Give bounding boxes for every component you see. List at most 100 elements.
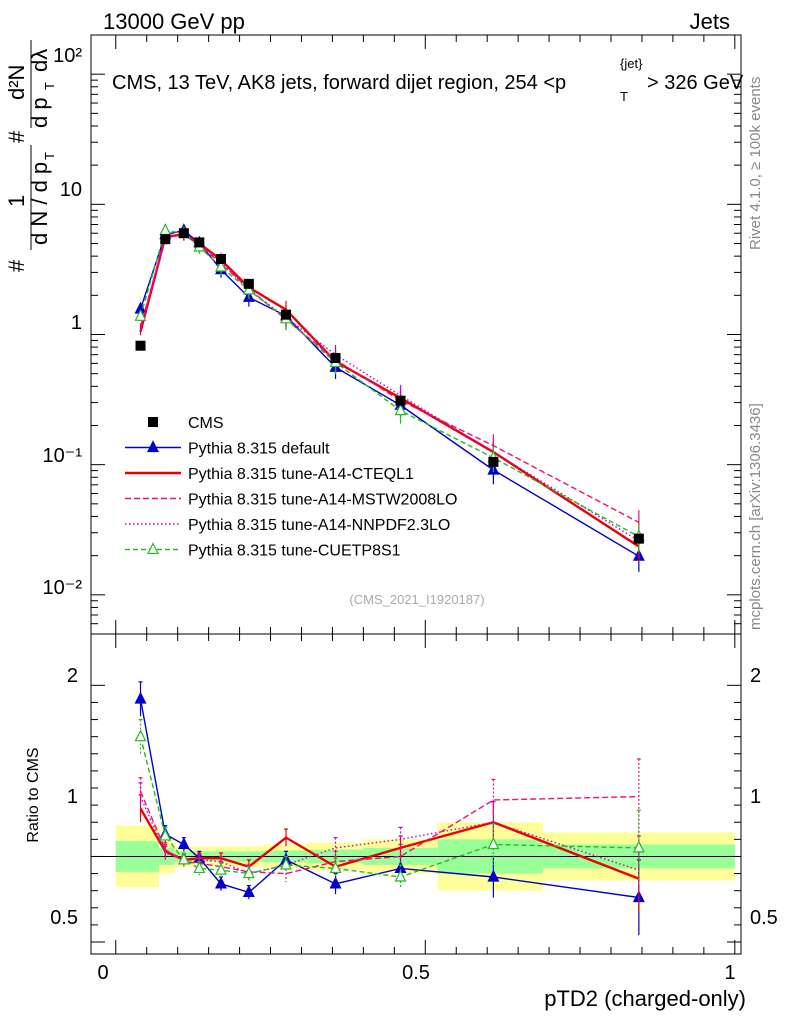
ylabel-sub-t1: T	[42, 152, 57, 160]
plot-title-main: CMS, 13 TeV, AK8 jets, forward dijet reg…	[112, 72, 566, 94]
top-series-line-3	[139, 233, 640, 542]
ylabel-one: 1	[4, 195, 29, 207]
ratio-y-tick-labels: 0.5 1 2 0.5 1 2	[50, 665, 778, 929]
ylabel-sub-t2: T	[42, 82, 57, 90]
top-series-marker-4	[394, 403, 407, 416]
top-series-marker-4	[134, 308, 147, 321]
ytick-label-1: 1	[71, 312, 82, 334]
data-point-cms	[395, 395, 406, 406]
legend-entry-4: Pythia 8.315 tune-A14-NNPDF2.3LO	[125, 517, 450, 534]
rtick-label-1: 1	[67, 786, 78, 808]
top-data-points	[135, 228, 644, 544]
ratio-series-marker-4	[242, 866, 255, 879]
data-point-cms	[633, 533, 644, 544]
ratio-series-0	[134, 681, 645, 936]
legend-label-3: Pythia 8.315 tune-A14-MSTW2008LO	[188, 492, 457, 509]
legend-label-4: Pythia 8.315 tune-A14-NNPDF2.3LO	[188, 517, 450, 534]
x-tick-labels: 0 0.5 1	[97, 962, 735, 984]
data-point-cms	[216, 254, 226, 265]
ytick-label-1e-1: 10⁻¹	[43, 445, 83, 467]
rtick-label-right-2: 2	[750, 665, 761, 687]
xtick-label-1: 1	[724, 962, 735, 984]
rtick-label-0-5: 0.5	[50, 907, 78, 929]
top-series-marker-4	[242, 282, 255, 295]
ratio-series-marker-0	[487, 869, 500, 882]
top-y-tick-labels: 10⁻² 10⁻¹ 1 10 10²	[43, 45, 83, 599]
ratio-series-marker-4	[280, 857, 292, 870]
legend-marker-1	[147, 440, 159, 453]
header-left: 13000 GeV pp	[103, 9, 245, 34]
legend-label-0: CMS	[188, 415, 224, 432]
ylabel-dp: d p	[27, 97, 52, 128]
ratio-series-marker-4	[159, 828, 172, 841]
top-series-marker-4	[215, 259, 227, 272]
data-point-cms	[160, 234, 171, 245]
ratio-series-marker-0	[329, 876, 342, 889]
legend-entry-0: CMS	[148, 415, 224, 432]
legend-entry-3: Pythia 8.315 tune-A14-MSTW2008LO	[125, 492, 457, 509]
top-panel-series	[134, 223, 645, 572]
data-point-cms	[243, 278, 254, 289]
header-right: Jets	[690, 9, 730, 34]
top-ylabel: # 1 d N / d p T # d p T dλ d²N	[4, 40, 57, 272]
rivet-label: Rivet 4.1.0, ≥ 100k events	[747, 77, 764, 250]
x-axis-title: pTD2 (charged-only)	[544, 986, 746, 1011]
ytick-label-1e-2: 10⁻²	[43, 577, 83, 599]
ratio-series-marker-4	[134, 729, 147, 742]
legend-marker-cms	[148, 417, 158, 427]
legend-label-1: Pythia 8.315 default	[188, 441, 330, 458]
data-point-cms	[281, 309, 291, 320]
ratio-series-marker-4	[394, 869, 407, 882]
source-label: mcplots.cern.ch [arXiv:1306.3436]	[747, 403, 764, 630]
top-panel-ticks	[91, 34, 741, 635]
plot-title-sup: {jet}	[620, 56, 643, 71]
legend-label-5: Pythia 8.315 tune-CUETP8S1	[188, 543, 401, 560]
data-point-cms	[135, 340, 146, 351]
ylabel-hash-1: #	[4, 259, 29, 272]
analysis-tag: (CMS_2021_I1920187)	[349, 592, 484, 607]
ytick-label-10: 10	[60, 179, 82, 201]
data-point-cms	[488, 456, 499, 467]
legend-entry-1: Pythia 8.315 default	[125, 440, 330, 458]
legend-entry-5: Pythia 8.315 tune-CUETP8S1	[125, 542, 401, 560]
ratio-series-marker-4	[487, 837, 500, 850]
ratio-series-marker-0	[177, 837, 190, 850]
ratio-series-marker-4	[177, 852, 190, 865]
plot-title-sub: T	[620, 89, 628, 104]
xtick-label-0-5: 0.5	[402, 962, 430, 984]
ratio-series-marker-0	[242, 885, 255, 897]
legend: CMS Pythia 8.315 default Pythia 8.315 tune…	[125, 415, 457, 560]
ratio-series-marker-0	[215, 876, 227, 889]
ylabel-hash-2: #	[4, 130, 29, 143]
legend-marker-5	[147, 542, 159, 555]
ratio-ylabel: Ratio to CMS	[25, 747, 42, 842]
top-series-marker-4	[159, 223, 172, 236]
data-point-cms	[194, 237, 205, 248]
ratio-series-line-2	[139, 791, 639, 875]
ratio-series-4	[134, 718, 645, 889]
ylabel-dndpt: d N / d p	[27, 162, 52, 245]
ratio-series-marker-4	[329, 861, 342, 874]
data-point-cms	[330, 352, 341, 363]
ratio-panel-frame	[90, 633, 742, 955]
ytick-label-100: 10²	[53, 45, 82, 67]
rtick-label-right-0-5: 0.5	[750, 907, 778, 929]
plot-title: CMS, 13 TeV, AK8 jets, forward dijet reg…	[112, 56, 744, 104]
data-point-cms	[178, 228, 189, 239]
ratio-series-marker-4	[632, 840, 645, 853]
legend-entry-2: Pythia 8.315 tune-A14-CTEQL1	[125, 466, 414, 483]
ratio-series-marker-4	[215, 862, 227, 875]
plot-title-end: > 326 GeV	[647, 72, 744, 94]
xtick-label-0: 0	[97, 962, 108, 984]
ratio-panel-series	[134, 681, 645, 936]
rtick-label-2: 2	[67, 665, 78, 687]
ylabel-dlambda: dλ	[27, 49, 52, 72]
legend-label-2: Pythia 8.315 tune-A14-CTEQL1	[188, 466, 414, 483]
rtick-label-right-1: 1	[750, 786, 761, 808]
ratio-uncertainty-bands	[91, 822, 741, 891]
top-series-line-2	[139, 234, 640, 524]
ratio-panel-ticks	[91, 634, 741, 954]
ratio-series-marker-4	[193, 861, 206, 874]
ratio-series-marker-0	[134, 691, 147, 704]
